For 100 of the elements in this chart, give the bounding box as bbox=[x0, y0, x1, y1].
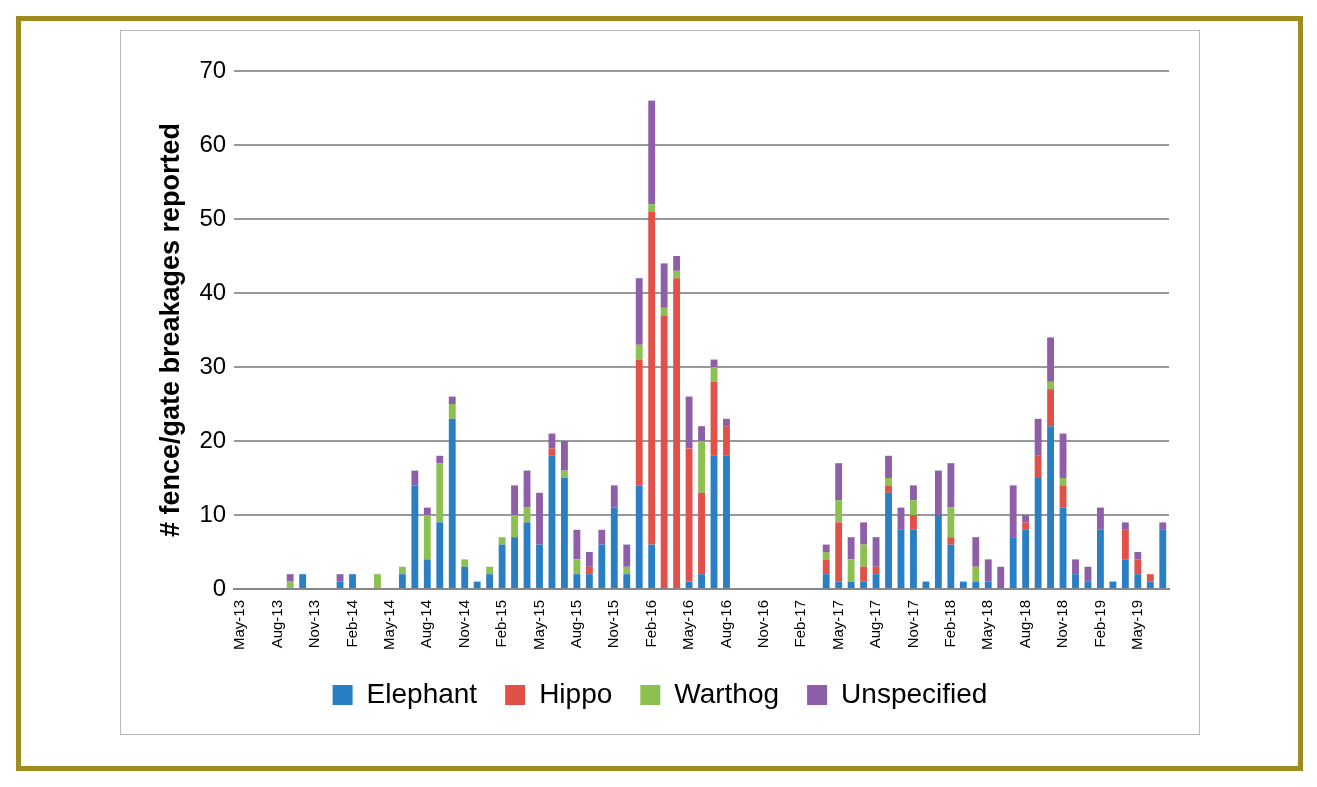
bar bbox=[673, 270, 681, 279]
bar bbox=[648, 544, 656, 588]
bar bbox=[286, 574, 294, 582]
bar bbox=[910, 514, 917, 530]
bar bbox=[498, 537, 506, 545]
bar bbox=[847, 537, 855, 560]
bar bbox=[1097, 529, 1104, 588]
bar bbox=[947, 544, 955, 588]
bar bbox=[299, 574, 307, 588]
bar bbox=[847, 559, 855, 582]
legend-label: Unspecified bbox=[841, 677, 988, 709]
bar bbox=[648, 204, 656, 212]
bar bbox=[436, 455, 444, 464]
bar bbox=[1121, 529, 1129, 560]
bar bbox=[623, 566, 631, 575]
bar bbox=[573, 559, 581, 575]
bar bbox=[561, 477, 568, 588]
bar bbox=[536, 544, 543, 588]
bar bbox=[1097, 507, 1104, 530]
bar bbox=[635, 485, 643, 588]
bar bbox=[286, 581, 294, 588]
bar bbox=[598, 544, 606, 588]
bar bbox=[511, 485, 518, 515]
legend-label: Hippo bbox=[539, 677, 613, 709]
bar bbox=[1047, 381, 1055, 390]
x-tick-label: Feb-15 bbox=[492, 599, 510, 648]
bar bbox=[885, 477, 892, 486]
x-tick-label: Nov-15 bbox=[604, 599, 622, 649]
bar bbox=[835, 581, 843, 588]
bar bbox=[1109, 581, 1117, 588]
bar bbox=[997, 566, 1005, 588]
bar bbox=[648, 100, 656, 205]
bar bbox=[972, 581, 980, 588]
bar bbox=[1159, 522, 1167, 530]
bar bbox=[336, 574, 344, 582]
bar bbox=[585, 574, 593, 588]
bar bbox=[660, 307, 668, 316]
bar bbox=[486, 566, 494, 575]
y-tick-label: 20 bbox=[199, 425, 227, 453]
y-tick-label: 60 bbox=[199, 129, 227, 157]
x-tick-label: Aug-16 bbox=[716, 599, 734, 649]
bar bbox=[860, 544, 868, 567]
bar bbox=[660, 315, 668, 588]
bar bbox=[461, 566, 469, 588]
bar bbox=[1146, 574, 1154, 582]
bar bbox=[1034, 418, 1042, 456]
bar bbox=[922, 581, 930, 588]
x-tick-label: Aug-15 bbox=[567, 599, 585, 649]
bar bbox=[1022, 529, 1030, 588]
bar bbox=[1072, 574, 1079, 588]
bar bbox=[698, 440, 705, 493]
x-tick-label: Feb-16 bbox=[641, 599, 659, 648]
bar bbox=[673, 255, 681, 271]
y-tick-label: 30 bbox=[199, 351, 227, 379]
bar bbox=[1047, 337, 1055, 382]
bar bbox=[423, 559, 431, 588]
bar bbox=[411, 470, 419, 486]
bar bbox=[1134, 551, 1142, 560]
bar bbox=[685, 396, 693, 449]
bar bbox=[461, 559, 469, 567]
bar bbox=[698, 426, 705, 441]
y-tick-label: 50 bbox=[199, 203, 227, 231]
bar bbox=[959, 581, 967, 588]
bar bbox=[885, 455, 892, 478]
bar bbox=[1022, 522, 1030, 530]
bar bbox=[835, 463, 843, 501]
bar bbox=[536, 492, 543, 545]
bar bbox=[723, 418, 730, 427]
bar bbox=[374, 574, 381, 588]
bar bbox=[972, 537, 980, 567]
bar bbox=[822, 574, 830, 588]
bar bbox=[1047, 389, 1055, 427]
bar bbox=[1159, 529, 1167, 588]
x-tick-label: Nov-14 bbox=[454, 599, 472, 649]
y-tick-label: 70 bbox=[199, 55, 227, 83]
x-tick-label: May-19 bbox=[1127, 599, 1145, 651]
bar bbox=[673, 278, 681, 588]
bar bbox=[723, 426, 730, 456]
bar bbox=[984, 559, 992, 582]
bar bbox=[1022, 514, 1030, 523]
bar bbox=[1034, 455, 1042, 478]
y-axis-title: # fence/gate breakages reported bbox=[154, 122, 185, 538]
y-tick-label: 10 bbox=[199, 499, 227, 527]
bar bbox=[860, 566, 868, 582]
x-tick-label: Nov-16 bbox=[754, 599, 772, 649]
bar bbox=[398, 574, 406, 588]
bar bbox=[585, 551, 593, 567]
x-tick-label: May-17 bbox=[828, 599, 846, 651]
bar bbox=[610, 485, 618, 508]
bar bbox=[1009, 485, 1017, 538]
bar bbox=[822, 551, 830, 560]
x-tick-label: May-18 bbox=[978, 599, 996, 651]
bar bbox=[947, 463, 955, 508]
bar bbox=[511, 514, 518, 538]
bar bbox=[1059, 485, 1067, 508]
bar bbox=[1121, 559, 1129, 588]
bar bbox=[448, 396, 456, 404]
bar bbox=[885, 492, 892, 588]
bar bbox=[561, 440, 568, 471]
bar bbox=[910, 500, 917, 515]
